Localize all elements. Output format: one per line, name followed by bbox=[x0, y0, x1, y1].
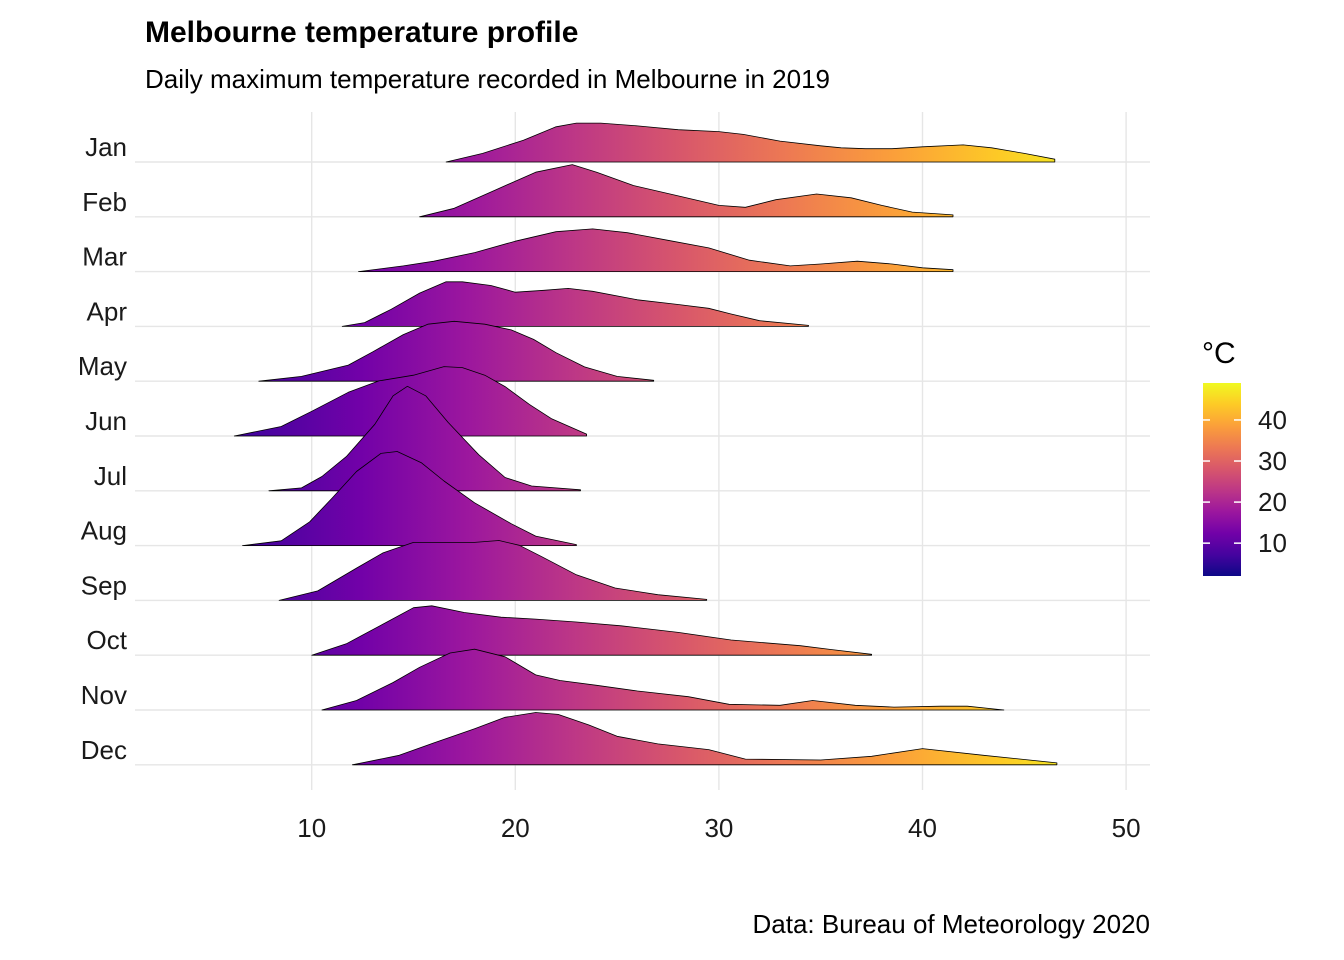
month-label-dec: Dec bbox=[81, 735, 127, 765]
legend-title: °C bbox=[1202, 337, 1236, 370]
x-tick-label: 20 bbox=[501, 813, 530, 843]
month-label-nov: Nov bbox=[81, 680, 127, 710]
month-label-jun: Jun bbox=[85, 406, 127, 436]
ridges bbox=[233, 122, 1058, 766]
ridge-apr bbox=[341, 281, 809, 327]
month-label-apr: Apr bbox=[87, 296, 128, 326]
month-label-sep: Sep bbox=[81, 570, 127, 600]
ridge-sep bbox=[278, 540, 708, 601]
chart-subtitle: Daily maximum temperature recorded in Me… bbox=[145, 64, 830, 94]
month-label-jul: Jul bbox=[94, 461, 127, 491]
month-label-mar: Mar bbox=[82, 242, 127, 272]
legend-tick-label: 20 bbox=[1258, 487, 1287, 517]
ridge-may bbox=[258, 320, 655, 382]
month-label-jan: Jan bbox=[85, 132, 127, 162]
ridge-feb bbox=[419, 164, 954, 218]
legend-tick-label: 30 bbox=[1258, 446, 1287, 476]
x-tick-label: 40 bbox=[908, 813, 937, 843]
ridge-oct bbox=[311, 605, 872, 656]
month-labels: Jan Feb Mar Apr May Jun Jul Aug Sep Oct Nov Dec bbox=[78, 132, 128, 765]
legend-ticks: 10 20 30 40 bbox=[1203, 405, 1287, 558]
legend-colorbar bbox=[1203, 383, 1241, 576]
x-tick-label: 50 bbox=[1112, 813, 1141, 843]
ridge-nov bbox=[321, 648, 1005, 711]
chart-title: Melbourne temperature profile bbox=[145, 16, 579, 49]
ridge-jan bbox=[445, 122, 1056, 163]
month-label-aug: Aug bbox=[81, 516, 127, 546]
chart-caption: Data: Bureau of Meteorology 2020 bbox=[752, 909, 1150, 939]
month-label-may: May bbox=[78, 351, 127, 381]
color-legend: °C 10 20 30 40 bbox=[1202, 337, 1287, 576]
x-tick-label: 10 bbox=[297, 813, 326, 843]
ridge-dec bbox=[352, 712, 1058, 766]
month-label-feb: Feb bbox=[82, 187, 127, 217]
month-label-oct: Oct bbox=[87, 625, 128, 655]
legend-tick-label: 10 bbox=[1258, 528, 1287, 558]
ridge-aug bbox=[242, 451, 577, 546]
ridge-mar bbox=[358, 228, 954, 272]
ridge-jul bbox=[268, 385, 581, 492]
x-axis-ticks: 10 20 30 40 50 bbox=[297, 813, 1140, 843]
legend-tick-label: 40 bbox=[1258, 405, 1287, 435]
x-tick-label: 30 bbox=[704, 813, 733, 843]
